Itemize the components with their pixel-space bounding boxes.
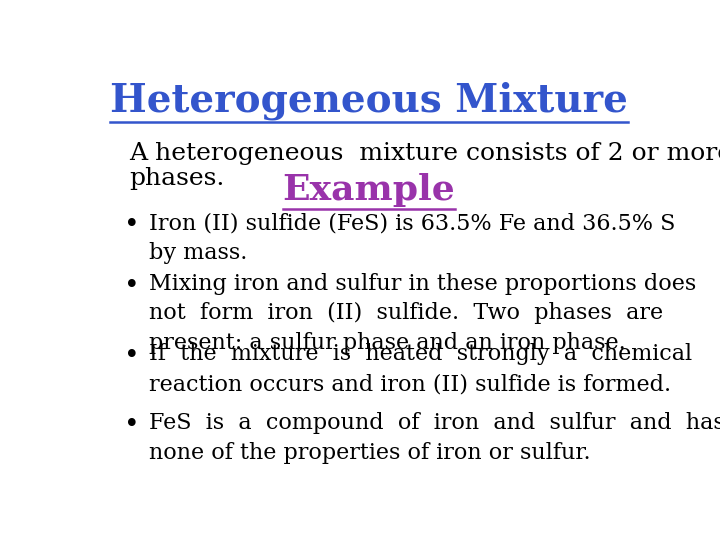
Text: FeS  is  a  compound  of  iron  and  sulfur  and  has
none of the properties of : FeS is a compound of iron and sulfur and… [148,412,720,464]
Text: Heterogeneous Mixture: Heterogeneous Mixture [110,82,628,120]
Text: Iron (II) sulfide (FeS) is 63.5% Fe and 36.5% S
by mass.: Iron (II) sulfide (FeS) is 63.5% Fe and … [148,212,675,264]
Text: •: • [124,343,140,368]
Text: Mixing iron and sulfur in these proportions does
not  form  iron  (II)  sulfide.: Mixing iron and sulfur in these proporti… [148,273,696,354]
Text: Example: Example [283,173,455,207]
Text: •: • [124,412,140,437]
Text: •: • [124,273,140,298]
Text: If  the  mixture  is  heated  strongly  a  chemical
reaction occurs and iron (II: If the mixture is heated strongly a chem… [148,343,692,395]
Text: A heterogeneous  mixture consists of 2 or more: A heterogeneous mixture consists of 2 or… [129,141,720,165]
Text: •: • [124,212,140,238]
Text: phases.: phases. [129,167,225,190]
